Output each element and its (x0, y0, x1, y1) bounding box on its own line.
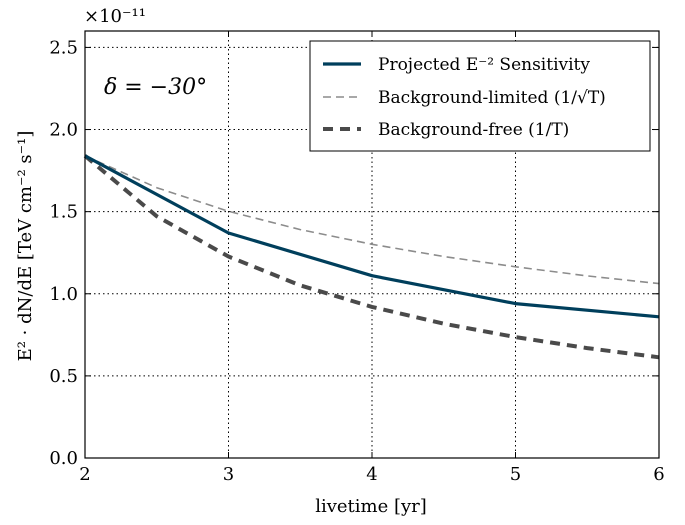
legend-box (309, 40, 651, 152)
y-tick-label: 2.5 (49, 37, 78, 58)
legend-label-0: Projected E⁻² Sensitivity (378, 55, 590, 75)
y-tick-label: 0.5 (49, 366, 78, 387)
x-axis-label: livetime [yr] (315, 496, 427, 517)
x-tick-label: 4 (366, 464, 377, 485)
series-line-1 (84, 155, 660, 285)
y-axis-label: E² · dN/dE [TeV cm⁻² s⁻¹] (15, 131, 36, 362)
declination-annotation: δ = −30° (104, 75, 207, 100)
legend-label-1: Background-limited (1/√T) (378, 88, 606, 108)
y-tick-label: 2.0 (49, 120, 78, 141)
x-tick-label: 6 (653, 464, 664, 485)
series-layer (83, 154, 660, 360)
series-line-2 (83, 154, 660, 360)
x-tick-label: 5 (510, 464, 521, 485)
y-axis-multiplier: ×10⁻¹¹ (84, 6, 146, 27)
y-tick-label: 0.0 (49, 448, 78, 469)
y-tick-label: 1.0 (49, 284, 78, 305)
legend-label-2: Background-free (1/T) (378, 120, 569, 140)
y-tick-label: 1.5 (49, 202, 78, 223)
series-line-0 (84, 154, 660, 319)
x-tick-label: 3 (223, 464, 234, 485)
tick-layer: 2 3 4 5 6 0.0 0.5 1.0 1.5 2.0 2.5 (49, 31, 665, 485)
x-tick-label: 2 (79, 464, 90, 485)
legend: Projected E⁻² Sensitivity Background-limi… (309, 40, 651, 152)
